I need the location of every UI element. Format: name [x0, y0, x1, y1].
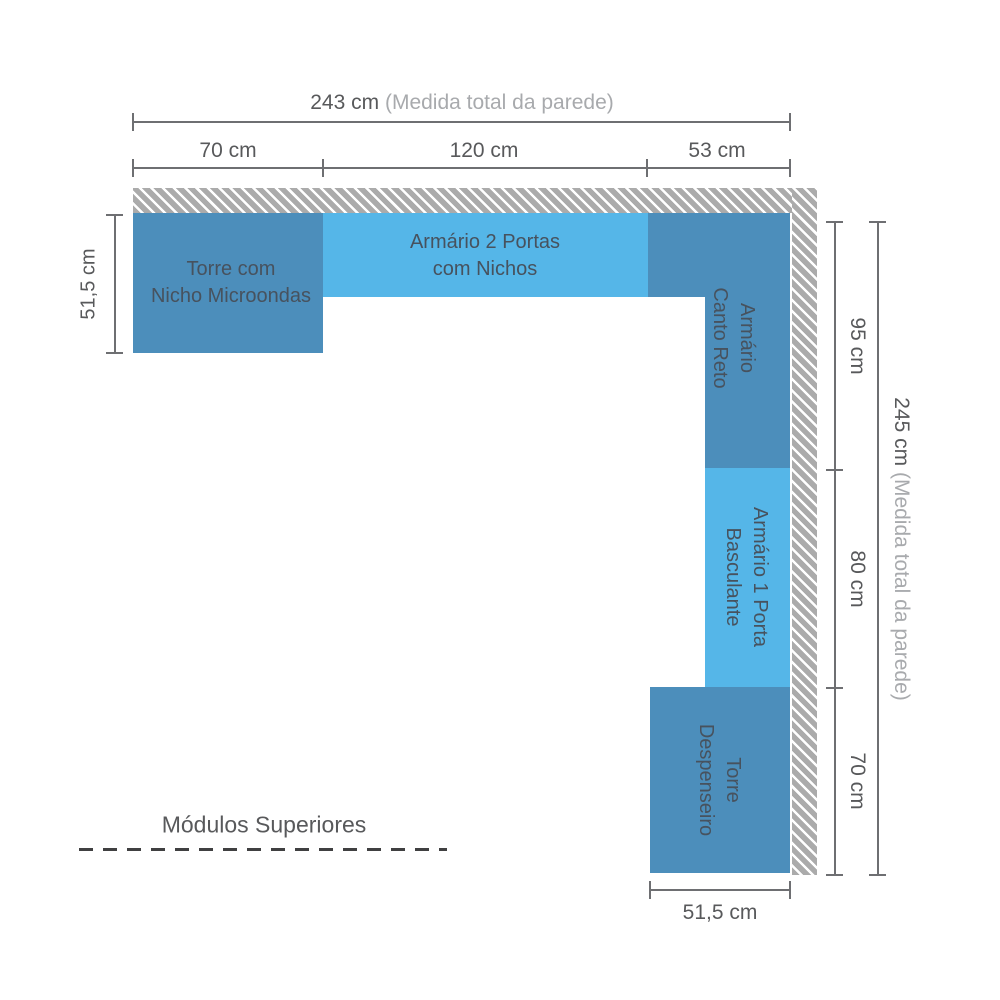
dim-tick: [106, 214, 123, 216]
dim-tick: [826, 874, 843, 876]
dim-tick: [826, 687, 843, 689]
dim-top-total-value: 243 cm: [310, 91, 380, 114]
module-armario-basculante: [705, 468, 790, 687]
dim-right-80-label: 80 cm: [846, 550, 869, 608]
dim-right-total-note: (Medida total da parede): [890, 471, 913, 701]
dim-line: [877, 222, 879, 875]
dim-tick: [789, 159, 791, 177]
dim-tick: [826, 221, 843, 223]
diagram-title: Módulos Superiores: [161, 811, 367, 838]
dim-tick: [132, 113, 134, 131]
dim-segment-53-label: 53 cm: [688, 139, 746, 162]
label-line: Torre: [722, 757, 744, 803]
label-line: Nicho Microondas: [150, 285, 312, 307]
label-line: Armário 2 Portas: [409, 231, 561, 253]
label-line: Armário 1 Porta: [749, 506, 771, 648]
dim-right-total-value: 245 cm: [890, 397, 913, 467]
wall-top: [133, 188, 817, 213]
dim-left-label: 51,5 cm: [77, 248, 100, 320]
dim-tick: [132, 159, 134, 177]
dim-line: [650, 889, 790, 891]
module-torre-microondas: [133, 213, 323, 353]
wall-right: [792, 188, 817, 875]
dim-bottom-label: 51,5 cm: [682, 901, 758, 924]
label-line: Torre com: [186, 258, 276, 280]
label-armario-2-portas: Armário 2 Portas com Nichos: [410, 229, 560, 283]
label-line: Despenseiro: [695, 723, 717, 837]
dim-tick: [869, 221, 886, 223]
dim-tick: [322, 159, 324, 177]
dim-tick: [789, 113, 791, 131]
dim-right-95-label: 95 cm: [846, 317, 869, 375]
dim-line: [133, 167, 790, 169]
label-armario-canto: Armário Canto Reto: [706, 287, 760, 388]
dim-right-total-label: 245 cm (Medida total da parede): [889, 397, 913, 701]
dim-segment-120-label: 120 cm: [449, 139, 519, 162]
dim-right-70-label: 70 cm: [846, 752, 869, 810]
label-line: Basculante: [722, 527, 744, 627]
legend-dashed-line: [79, 848, 447, 851]
dim-line: [834, 222, 836, 875]
dim-tick: [826, 469, 843, 471]
dim-line: [114, 215, 116, 353]
label-line: Canto Reto: [709, 287, 731, 389]
dim-line: [133, 121, 790, 123]
dim-tick: [106, 352, 123, 354]
dim-tick: [869, 874, 886, 876]
label-armario-basculante: Armário 1 Porta Basculante: [719, 507, 773, 647]
label-line: com Nichos: [432, 258, 538, 280]
dim-top-total-note: (Medida total da parede): [384, 91, 614, 114]
label-line: Armário: [736, 302, 758, 374]
label-torre-despenseiro: Torre Despenseiro: [692, 724, 746, 836]
dim-tick: [646, 159, 648, 177]
module-armario-canto-top: [648, 213, 790, 297]
module-armario-canto-side: [705, 297, 790, 468]
dim-top-total-label: 243 cm (Medida total da parede): [310, 91, 614, 115]
dim-tick: [649, 881, 651, 899]
dim-segment-70-label: 70 cm: [199, 139, 257, 162]
module-torre-despenseiro: [650, 687, 790, 873]
dim-tick: [789, 881, 791, 899]
label-torre-microondas: Torre com Nicho Microondas: [151, 256, 311, 310]
module-armario-2-portas: [323, 213, 648, 297]
